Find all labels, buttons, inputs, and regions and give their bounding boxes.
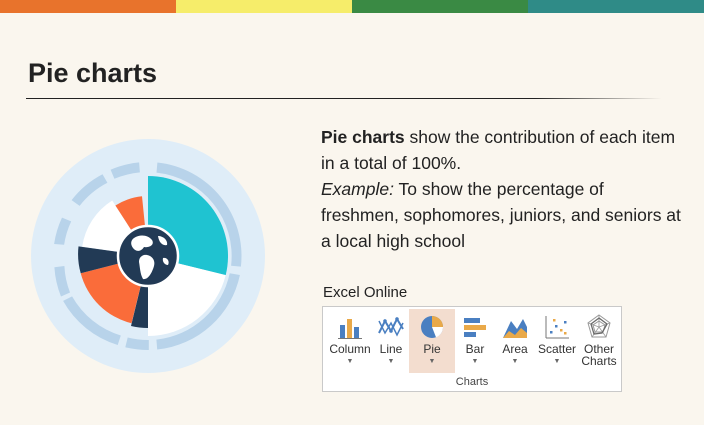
example-label: Example:: [321, 179, 394, 199]
chevron-down-icon: ▼: [428, 358, 436, 365]
chevron-down-icon: ▼: [511, 358, 519, 365]
charts-ribbon: Column ▼ Line ▼ Pie ▼ Bar ▼: [322, 306, 622, 392]
definition-text: show the contribution of each item in a …: [321, 127, 676, 173]
area-chart-label: Area: [502, 342, 528, 356]
line-chart-icon: [378, 316, 404, 337]
chevron-down-icon: ▼: [553, 358, 561, 365]
scatter-chart-label: Scatter: [537, 342, 576, 356]
pie-chart-button[interactable]: Pie ▼: [409, 309, 455, 373]
column-chart-icon: [338, 319, 362, 339]
other-charts-label: Other Charts: [581, 342, 617, 368]
pie-slice-navy: [78, 246, 148, 274]
outer-ring-segment: [156, 273, 240, 350]
other-charts-button[interactable]: Other Charts: [579, 309, 619, 373]
example-text: To show the percentage of freshmen, soph…: [321, 179, 681, 251]
description: Pie charts show the contribution of each…: [321, 124, 681, 254]
scatter-chart-icon: [545, 316, 569, 339]
outer-ring-segment: [54, 266, 70, 297]
area-chart-icon: [503, 319, 527, 338]
pie-globe-icon: [31, 139, 265, 373]
pie-chart-icon: [421, 316, 444, 338]
bar-chart-button[interactable]: Bar ▼: [455, 309, 495, 373]
radar-chart-icon: [587, 314, 611, 338]
scatter-chart-button[interactable]: Scatter ▼: [535, 309, 579, 373]
line-chart-label: Line: [379, 342, 403, 356]
excel-online-label: Excel Online: [323, 284, 408, 301]
example-paragraph: Example: To show the percentage of fresh…: [321, 176, 681, 254]
chevron-down-icon: ▼: [471, 358, 479, 365]
outer-ring-segment: [156, 162, 242, 267]
charts-group-label: Charts: [455, 376, 489, 388]
globe-icon: [116, 224, 180, 288]
top-bar-segment-yellow: [176, 0, 352, 13]
top-color-bar: [0, 0, 704, 13]
column-chart-button[interactable]: Column ▼: [327, 309, 373, 373]
outer-ring-segment: [125, 337, 149, 351]
term: Pie charts: [321, 127, 405, 147]
page-title: Pie charts: [28, 58, 158, 88]
area-chart-button[interactable]: Area ▼: [495, 309, 535, 373]
top-bar-segment-green: [352, 0, 528, 13]
outer-ring-segment: [54, 217, 72, 245]
title-divider: [26, 98, 662, 99]
definition-paragraph: Pie charts show the contribution of each…: [321, 124, 681, 176]
line-chart-button[interactable]: Line ▼: [373, 309, 409, 373]
top-bar-segment-teal: [528, 0, 704, 13]
top-bar-segment-orange: [0, 0, 176, 13]
outer-ring-segment: [63, 296, 121, 345]
bar-chart-label: Bar: [465, 342, 485, 356]
chevron-down-icon: ▼: [346, 358, 354, 365]
outer-ring-segment: [110, 162, 140, 179]
column-chart-label: Column: [329, 342, 371, 356]
pie-chart-label: Pie: [423, 342, 441, 356]
chevron-down-icon: ▼: [387, 358, 395, 365]
bar-chart-icon: [464, 318, 486, 337]
outer-ring-segment: [71, 174, 108, 206]
